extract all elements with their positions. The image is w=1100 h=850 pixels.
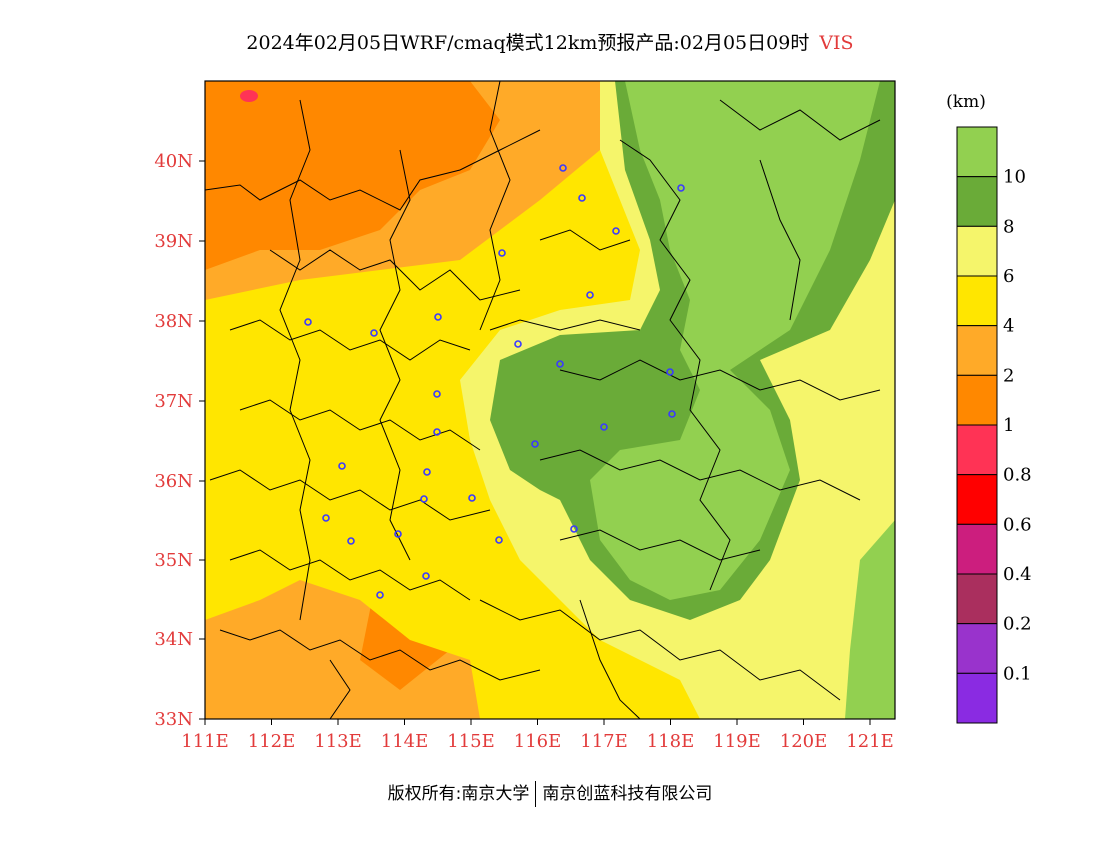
legend-level-label: 1 bbox=[1003, 415, 1014, 436]
lat-label: 37N bbox=[154, 391, 193, 412]
footer-copyright: 版权所有:南京大学 bbox=[387, 784, 530, 804]
footer-separator bbox=[535, 781, 537, 807]
visibility-field bbox=[205, 81, 895, 719]
legend-level-label: 0.1 bbox=[1003, 663, 1032, 684]
map-title: 2024年02月05日WRF/cmaq模式12km预报产品:02月05日09时 V… bbox=[0, 28, 1100, 55]
title-main: 2024年02月05日WRF/cmaq模式12km预报产品:02月05日09时 bbox=[246, 32, 810, 54]
lon-label: 112E bbox=[248, 731, 296, 752]
legend-unit: (km) bbox=[946, 92, 986, 112]
field-low-vis-spot bbox=[240, 90, 258, 102]
legend-swatch bbox=[956, 523, 998, 575]
legend-level-label: 6 bbox=[1003, 266, 1014, 287]
lat-label: 40N bbox=[154, 151, 193, 172]
legend-level-label: 2 bbox=[1003, 365, 1014, 386]
legend-level-label: 8 bbox=[1003, 216, 1014, 237]
legend-swatch bbox=[956, 474, 998, 525]
lon-label: 120E bbox=[780, 731, 828, 752]
lat-label: 38N bbox=[154, 311, 193, 332]
legend-swatch bbox=[956, 275, 998, 327]
city-markers bbox=[304, 164, 685, 599]
lon-label: 118E bbox=[647, 731, 695, 752]
lat-label: 35N bbox=[154, 550, 193, 571]
legend-level-label: 0.4 bbox=[1003, 564, 1032, 585]
legend-colorbar: 10 8 6 4 2 1 0.8 0.6 0.4 0.2 0.1 bbox=[956, 126, 1032, 724]
legend-swatch bbox=[956, 573, 998, 625]
title-variable: VIS bbox=[819, 32, 854, 54]
boundary-lines bbox=[205, 81, 881, 719]
lon-label: 116E bbox=[514, 731, 562, 752]
legend-swatch bbox=[956, 424, 998, 476]
legend-level-label: 0.6 bbox=[1003, 514, 1032, 535]
legend-swatch bbox=[956, 325, 998, 376]
longitude-axis: 111E 112E 113E 114E 115E 116E 117E 118E 119E 120E… bbox=[181, 719, 894, 752]
field-light-green-south bbox=[845, 520, 895, 719]
legend-swatch bbox=[956, 225, 998, 277]
legend-level-label: 0.2 bbox=[1003, 614, 1032, 635]
lon-label: 121E bbox=[846, 731, 894, 752]
legend-swatch bbox=[956, 176, 998, 227]
map-frame bbox=[204, 80, 896, 720]
lon-label: 113E bbox=[314, 731, 362, 752]
lon-label: 117E bbox=[580, 731, 628, 752]
lon-label: 114E bbox=[381, 731, 429, 752]
legend-swatch bbox=[956, 672, 998, 724]
field-light-green bbox=[590, 81, 880, 600]
lon-label: 115E bbox=[447, 731, 495, 752]
legend-swatch bbox=[956, 623, 998, 674]
legend-level-label: 4 bbox=[1003, 316, 1014, 337]
legend-swatch bbox=[956, 126, 998, 178]
lat-label: 33N bbox=[154, 709, 193, 730]
field-dark-orange-north bbox=[205, 81, 500, 270]
legend-level-label: 0.8 bbox=[1003, 465, 1032, 486]
lat-label: 36N bbox=[154, 471, 193, 492]
lon-label: 111E bbox=[181, 731, 229, 752]
lat-label: 39N bbox=[154, 231, 193, 252]
latitude-axis: 40N 39N 38N 37N 36N 35N 34N 33N bbox=[154, 151, 205, 730]
footer: 版权所有:南京大学 南京创蓝科技有限公司 bbox=[0, 779, 1100, 807]
lon-label: 119E bbox=[713, 731, 761, 752]
footer-company: 南京创蓝科技有限公司 bbox=[542, 784, 713, 804]
lat-label: 34N bbox=[154, 629, 193, 650]
legend-level-label: 10 bbox=[1003, 167, 1026, 188]
legend-swatch bbox=[956, 374, 998, 426]
